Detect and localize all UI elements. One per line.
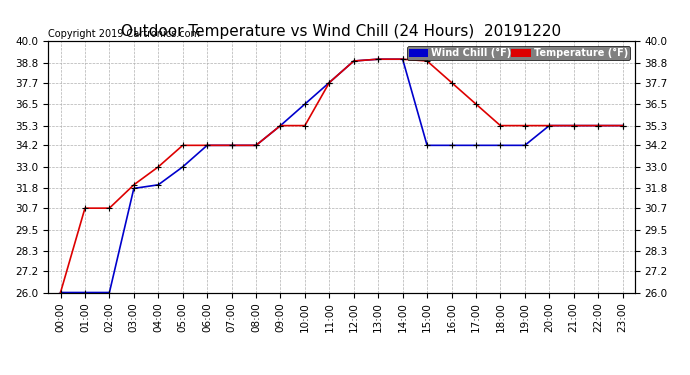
Title: Outdoor Temperature vs Wind Chill (24 Hours)  20191220: Outdoor Temperature vs Wind Chill (24 Ho… (121, 24, 562, 39)
Legend: Wind Chill (°F), Temperature (°F): Wind Chill (°F), Temperature (°F) (407, 46, 630, 60)
Text: Copyright 2019 Cartronics.com: Copyright 2019 Cartronics.com (48, 29, 200, 39)
